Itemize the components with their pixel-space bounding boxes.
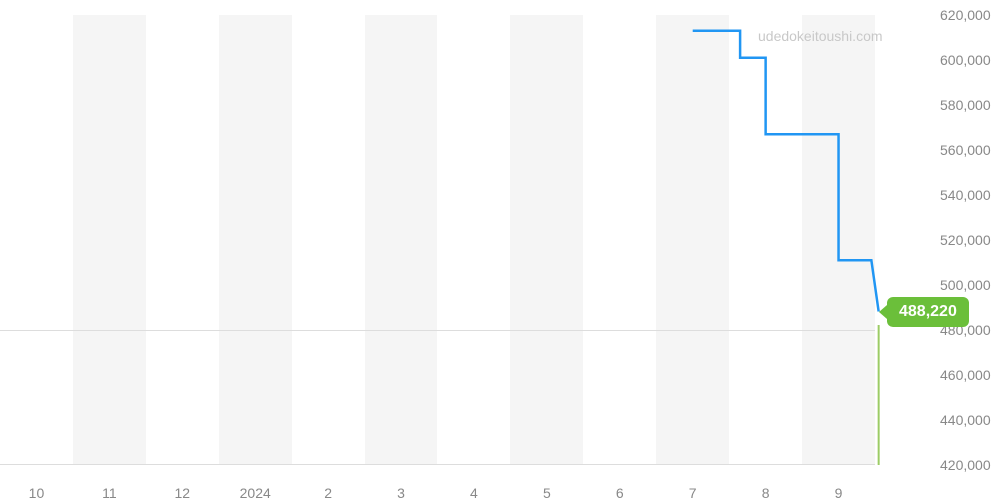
x-tick-label: 9 — [835, 485, 843, 501]
y-tick-label: 540,000 — [940, 187, 991, 203]
price-line — [693, 31, 879, 312]
x-tick-label: 5 — [543, 485, 551, 501]
y-tick-label: 580,000 — [940, 97, 991, 113]
x-tick-label: 12 — [174, 485, 190, 501]
y-tick-label: 560,000 — [940, 142, 991, 158]
price-chart: 420,000440,000460,000480,000500,000520,0… — [0, 0, 1000, 500]
x-tick-label: 3 — [397, 485, 405, 501]
y-tick-label: 500,000 — [940, 277, 991, 293]
x-tick-label: 8 — [762, 485, 770, 501]
y-tick-label: 620,000 — [940, 7, 991, 23]
x-tick-label: 2 — [324, 485, 332, 501]
x-tick-label: 7 — [689, 485, 697, 501]
y-tick-label: 460,000 — [940, 367, 991, 383]
series-svg — [0, 15, 875, 465]
volume-bar — [878, 325, 880, 465]
x-tick-label: 6 — [616, 485, 624, 501]
plot-area — [0, 15, 875, 465]
y-tick-label: 520,000 — [940, 232, 991, 248]
y-tick-label: 440,000 — [940, 412, 991, 428]
x-tick-label: 4 — [470, 485, 478, 501]
current-price-badge: 488,220 — [887, 297, 969, 327]
x-tick-label: 11 — [102, 485, 117, 501]
x-tick-label: 2024 — [240, 485, 271, 501]
x-tick-label: 10 — [29, 485, 45, 501]
y-tick-label: 420,000 — [940, 457, 991, 473]
y-tick-label: 600,000 — [940, 52, 991, 68]
